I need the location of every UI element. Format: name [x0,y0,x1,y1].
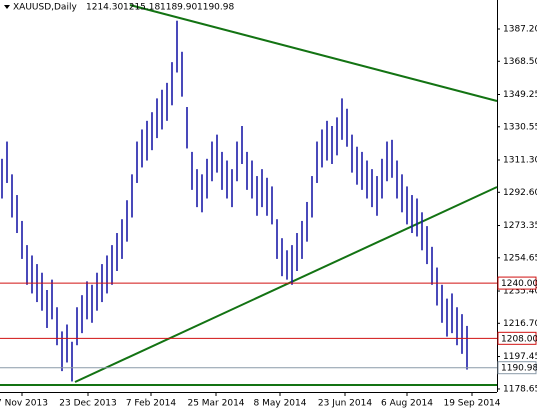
y-tick-label: 1254.65 [503,253,537,263]
trendline-lower [74,186,498,383]
price-level-box [497,361,537,375]
y-tick-label: 1349.25 [503,90,537,100]
price-level-box [497,276,537,290]
x-tick-label: 23 Jun 2014 [318,399,372,409]
price-level-box [497,331,537,345]
x-tick-label: 7 Nov 2013 [0,399,48,409]
y-tick-label: 1311.30 [503,156,537,166]
y-tick-label: 1387.20 [503,24,537,34]
quote-value: 1190.98 [197,3,234,13]
x-tick-label: 6 Aug 2014 [381,399,433,409]
quote-value: 1215.18 [123,3,160,13]
quote-value: 1189.90 [160,3,197,13]
symbol-icon [4,5,10,9]
y-tick-label: 1368.50 [503,57,537,67]
y-tick-label: 1330.55 [503,122,537,132]
x-tick-label: 7 Feb 2014 [126,399,177,409]
symbol: XAUUSD,Daily [13,3,77,13]
x-tick-label: 23 Dec 2013 [59,399,117,409]
y-tick-label: 1216.70 [503,319,537,329]
price-level-label: 1208.00 [501,334,537,344]
trendline-upper [129,4,498,102]
x-tick-label: 8 May 2014 [254,399,307,409]
y-tick-label: 1292.60 [503,188,537,198]
y-tick-label: 1178.65 [503,384,537,394]
y-tick-label: 1235.40 [503,287,537,297]
x-tick-label: 25 Mar 2014 [187,399,244,409]
x-tick-label: 19 Sep 2014 [443,399,500,409]
price-level-label: 1240.00 [501,279,537,289]
price-level-label: 1190.98 [501,364,537,374]
y-tick-label: 1197.45 [503,352,537,362]
y-tick-label: 1273.35 [503,221,537,231]
quote-value: 1214.30 [86,3,123,13]
